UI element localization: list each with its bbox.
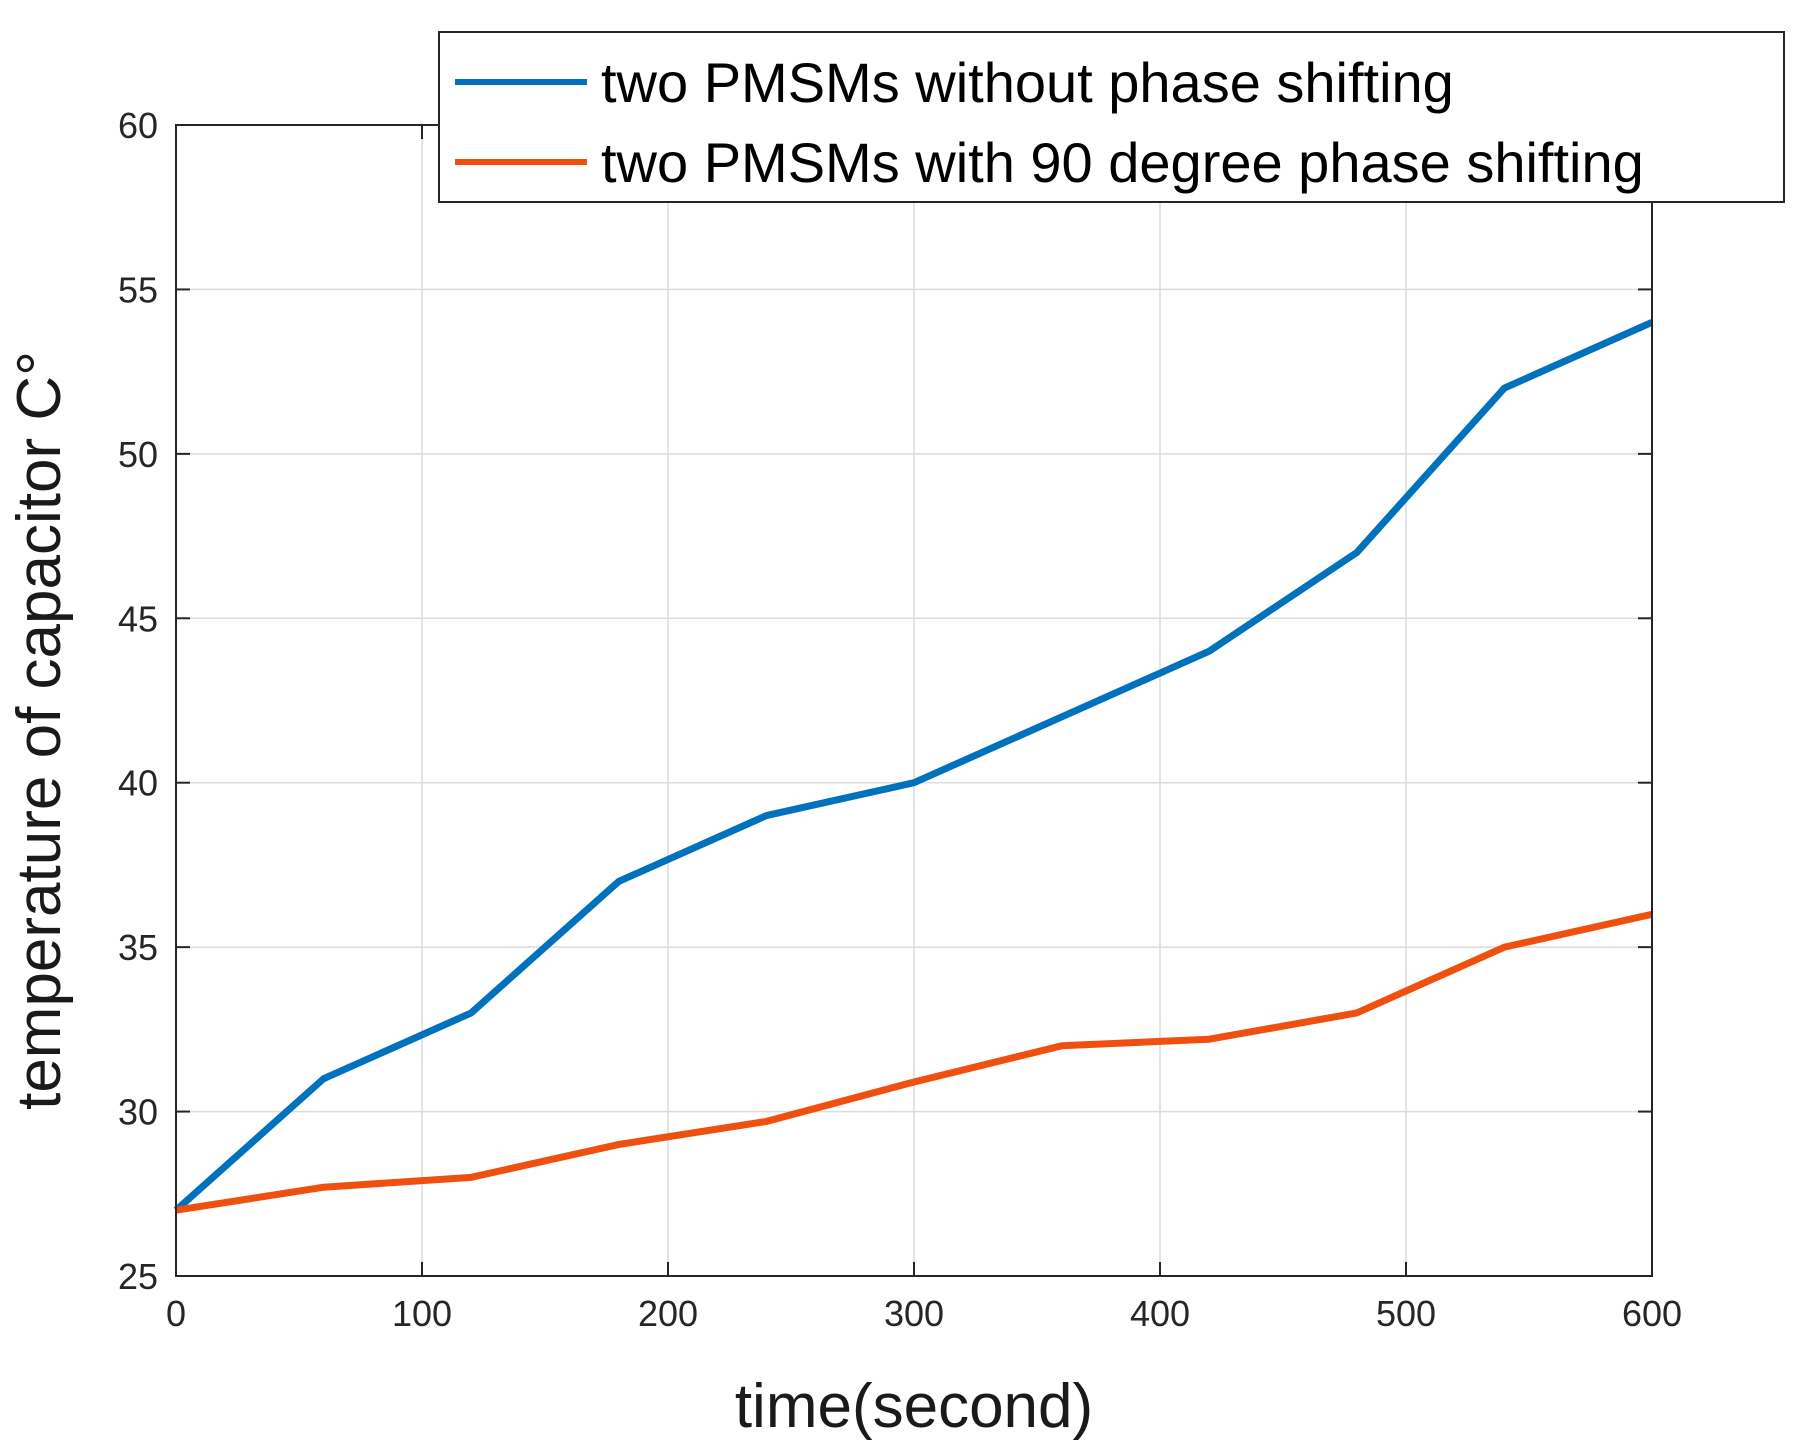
- y-tick-label: 35: [118, 927, 158, 968]
- x-axis-title: time(second): [735, 1372, 1093, 1441]
- plot-lines: [173, 319, 1654, 1214]
- x-tick-label: 600: [1622, 1293, 1682, 1334]
- legend-label-without-phase-shifting: two PMSMs without phase shifting: [601, 51, 1454, 114]
- legend-box: [438, 31, 1785, 203]
- axis-ticks: [175, 124, 1653, 1277]
- y-tick-label: 60: [118, 105, 158, 146]
- series-line-1: [175, 910, 1653, 1214]
- legend-label-90-degree-phase-shifting: two PMSMs with 90 degree phase shifting: [601, 131, 1644, 194]
- y-tick-label: 45: [118, 598, 158, 639]
- y-tick-label: 40: [118, 763, 158, 804]
- y-tick-label: 25: [118, 1256, 158, 1297]
- y-tick-label: 55: [118, 269, 158, 310]
- x-tick-labels: 0 100 200 300 400 500 600: [166, 1293, 1682, 1334]
- x-tick-label: 300: [884, 1293, 944, 1334]
- x-tick-label: 100: [392, 1293, 452, 1334]
- grid: [175, 124, 1653, 1277]
- y-tick-labels: 25 30 35 40 45 50 55 60: [118, 105, 158, 1297]
- x-tick-label: 500: [1376, 1293, 1436, 1334]
- x-tick-label: 0: [166, 1293, 186, 1334]
- series-line-0: [173, 319, 1654, 1213]
- y-tick-label: 50: [118, 434, 158, 475]
- x-tick-label: 400: [1130, 1293, 1190, 1334]
- y-tick-label: 30: [118, 1092, 158, 1133]
- y-axis-title: temperature of capacitor C°: [5, 351, 74, 1110]
- legend: two PMSMs without phase shifting two PMS…: [438, 31, 1785, 203]
- x-tick-label: 200: [638, 1293, 698, 1334]
